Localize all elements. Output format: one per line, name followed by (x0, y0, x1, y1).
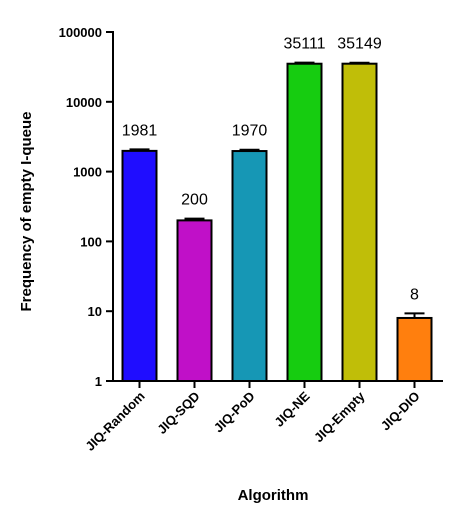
y-tick-label: 1000 (73, 165, 102, 180)
y-tick-label: 1 (95, 374, 102, 389)
bars (121, 62, 433, 383)
bar (176, 219, 213, 382)
bar (286, 62, 323, 383)
y-tick-label: 10000 (66, 95, 102, 110)
y-axis-title: Frequency of empty I-queue (18, 111, 35, 311)
data-labels: 1981 200 1970 35111 35149 8 (122, 36, 419, 304)
data-label: 1981 (122, 122, 158, 139)
data-label: 8 (410, 286, 419, 303)
data-label: 35111 (283, 36, 325, 53)
x-tick-label: JIQ-Random (82, 389, 147, 454)
x-tick-label: JIQ-Empty (311, 388, 368, 445)
error-bars (129, 61, 425, 318)
y-tick-label: 100000 (59, 25, 102, 40)
bar (231, 150, 268, 382)
x-axis-title: Algorithm (238, 487, 309, 504)
bar (341, 62, 378, 382)
x-tick-label: JIQ-DIO (378, 389, 423, 434)
bar (396, 316, 433, 383)
y-tick-label: 10 (88, 304, 102, 319)
x-tick-label: JIQ-SQD (154, 389, 202, 437)
y-axis-ticks: 1 10 100 1000 10000 100000 (59, 25, 113, 389)
x-tick-label: JIQ-NE (271, 388, 312, 429)
bar (121, 149, 158, 382)
data-label: 200 (181, 192, 208, 209)
data-label: 35149 (337, 36, 382, 53)
x-tick-label: JIQ-PoD (211, 389, 258, 436)
data-label: 1970 (232, 123, 268, 140)
y-tick-label: 100 (80, 234, 102, 249)
